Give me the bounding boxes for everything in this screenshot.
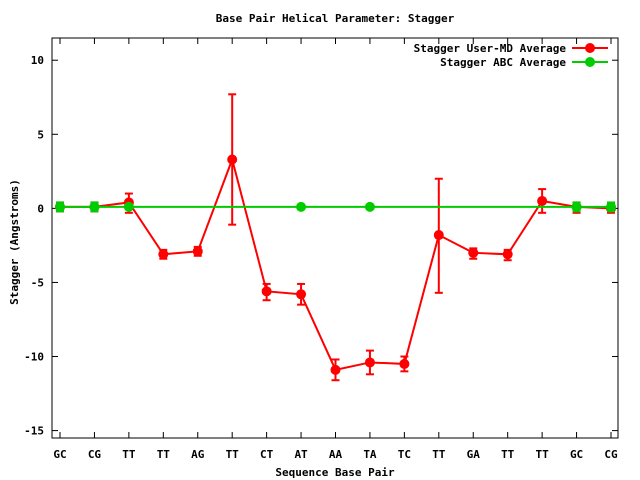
x-tick-label: GC — [53, 448, 66, 461]
x-tick-label: GA — [467, 448, 481, 461]
x-tick-label: TT — [157, 448, 171, 461]
y-tick-label: -15 — [24, 425, 44, 438]
data-point — [399, 358, 410, 369]
data-point — [468, 247, 479, 258]
legend-entry: Stagger ABC Average — [440, 56, 608, 69]
data-point — [296, 289, 307, 300]
data-point — [364, 201, 375, 212]
y-axis-label: Stagger (Angstroms) — [8, 179, 21, 305]
y-tick-label: -10 — [24, 351, 44, 364]
x-tick-label: AA — [329, 448, 343, 461]
data-point — [364, 357, 375, 368]
data-point — [55, 201, 65, 212]
x-tick-label: CG — [604, 448, 618, 461]
chart-marks — [55, 93, 616, 382]
x-tick-label: TT — [501, 448, 515, 461]
x-tick-label: TT — [432, 448, 446, 461]
legend-marker — [585, 43, 595, 53]
legend-marker — [585, 57, 595, 67]
x-tick-label: TT — [122, 448, 136, 461]
data-point — [296, 201, 307, 212]
series-user-md — [55, 93, 616, 382]
legend-entry: Stagger User-MD Average — [414, 42, 608, 55]
data-point — [330, 364, 341, 375]
x-tick-label: TT — [536, 448, 550, 461]
data-point — [227, 154, 238, 165]
data-point — [89, 201, 100, 212]
x-tick-label: AT — [294, 448, 308, 461]
data-point — [502, 249, 513, 260]
x-tick-label: GC — [570, 448, 583, 461]
data-point — [158, 249, 169, 260]
axes: 10 5 0 -5 -10 -15 GC CG TT TT AG TT CT AT AA TA TC TT GA TT… — [24, 38, 618, 461]
x-tick-label: AG — [191, 448, 205, 461]
legend-label: Stagger User-MD Average — [414, 42, 567, 55]
chart-title: Base Pair Helical Parameter: Stagger — [216, 12, 455, 25]
data-point — [537, 195, 548, 206]
x-tick-label: CT — [260, 448, 274, 461]
y-tick-label: 5 — [37, 128, 44, 141]
data-point — [433, 230, 444, 241]
y-tick-label: -5 — [31, 276, 44, 289]
y-tick-label: 0 — [37, 202, 44, 215]
data-point — [123, 201, 134, 212]
data-point — [571, 201, 582, 212]
data-point — [192, 246, 203, 257]
x-tick-label: TA — [363, 448, 377, 461]
legend-label: Stagger ABC Average — [440, 56, 566, 69]
x-tick-label: CG — [88, 448, 102, 461]
series-line — [60, 156, 612, 371]
x-axis-label: Sequence Base Pair — [275, 466, 395, 479]
series-abc — [55, 201, 616, 213]
x-tick-label: TC — [398, 448, 411, 461]
y-tick-label: 10 — [31, 54, 44, 67]
x-tick-label: TT — [226, 448, 240, 461]
data-point — [261, 286, 272, 297]
data-point — [606, 201, 616, 212]
